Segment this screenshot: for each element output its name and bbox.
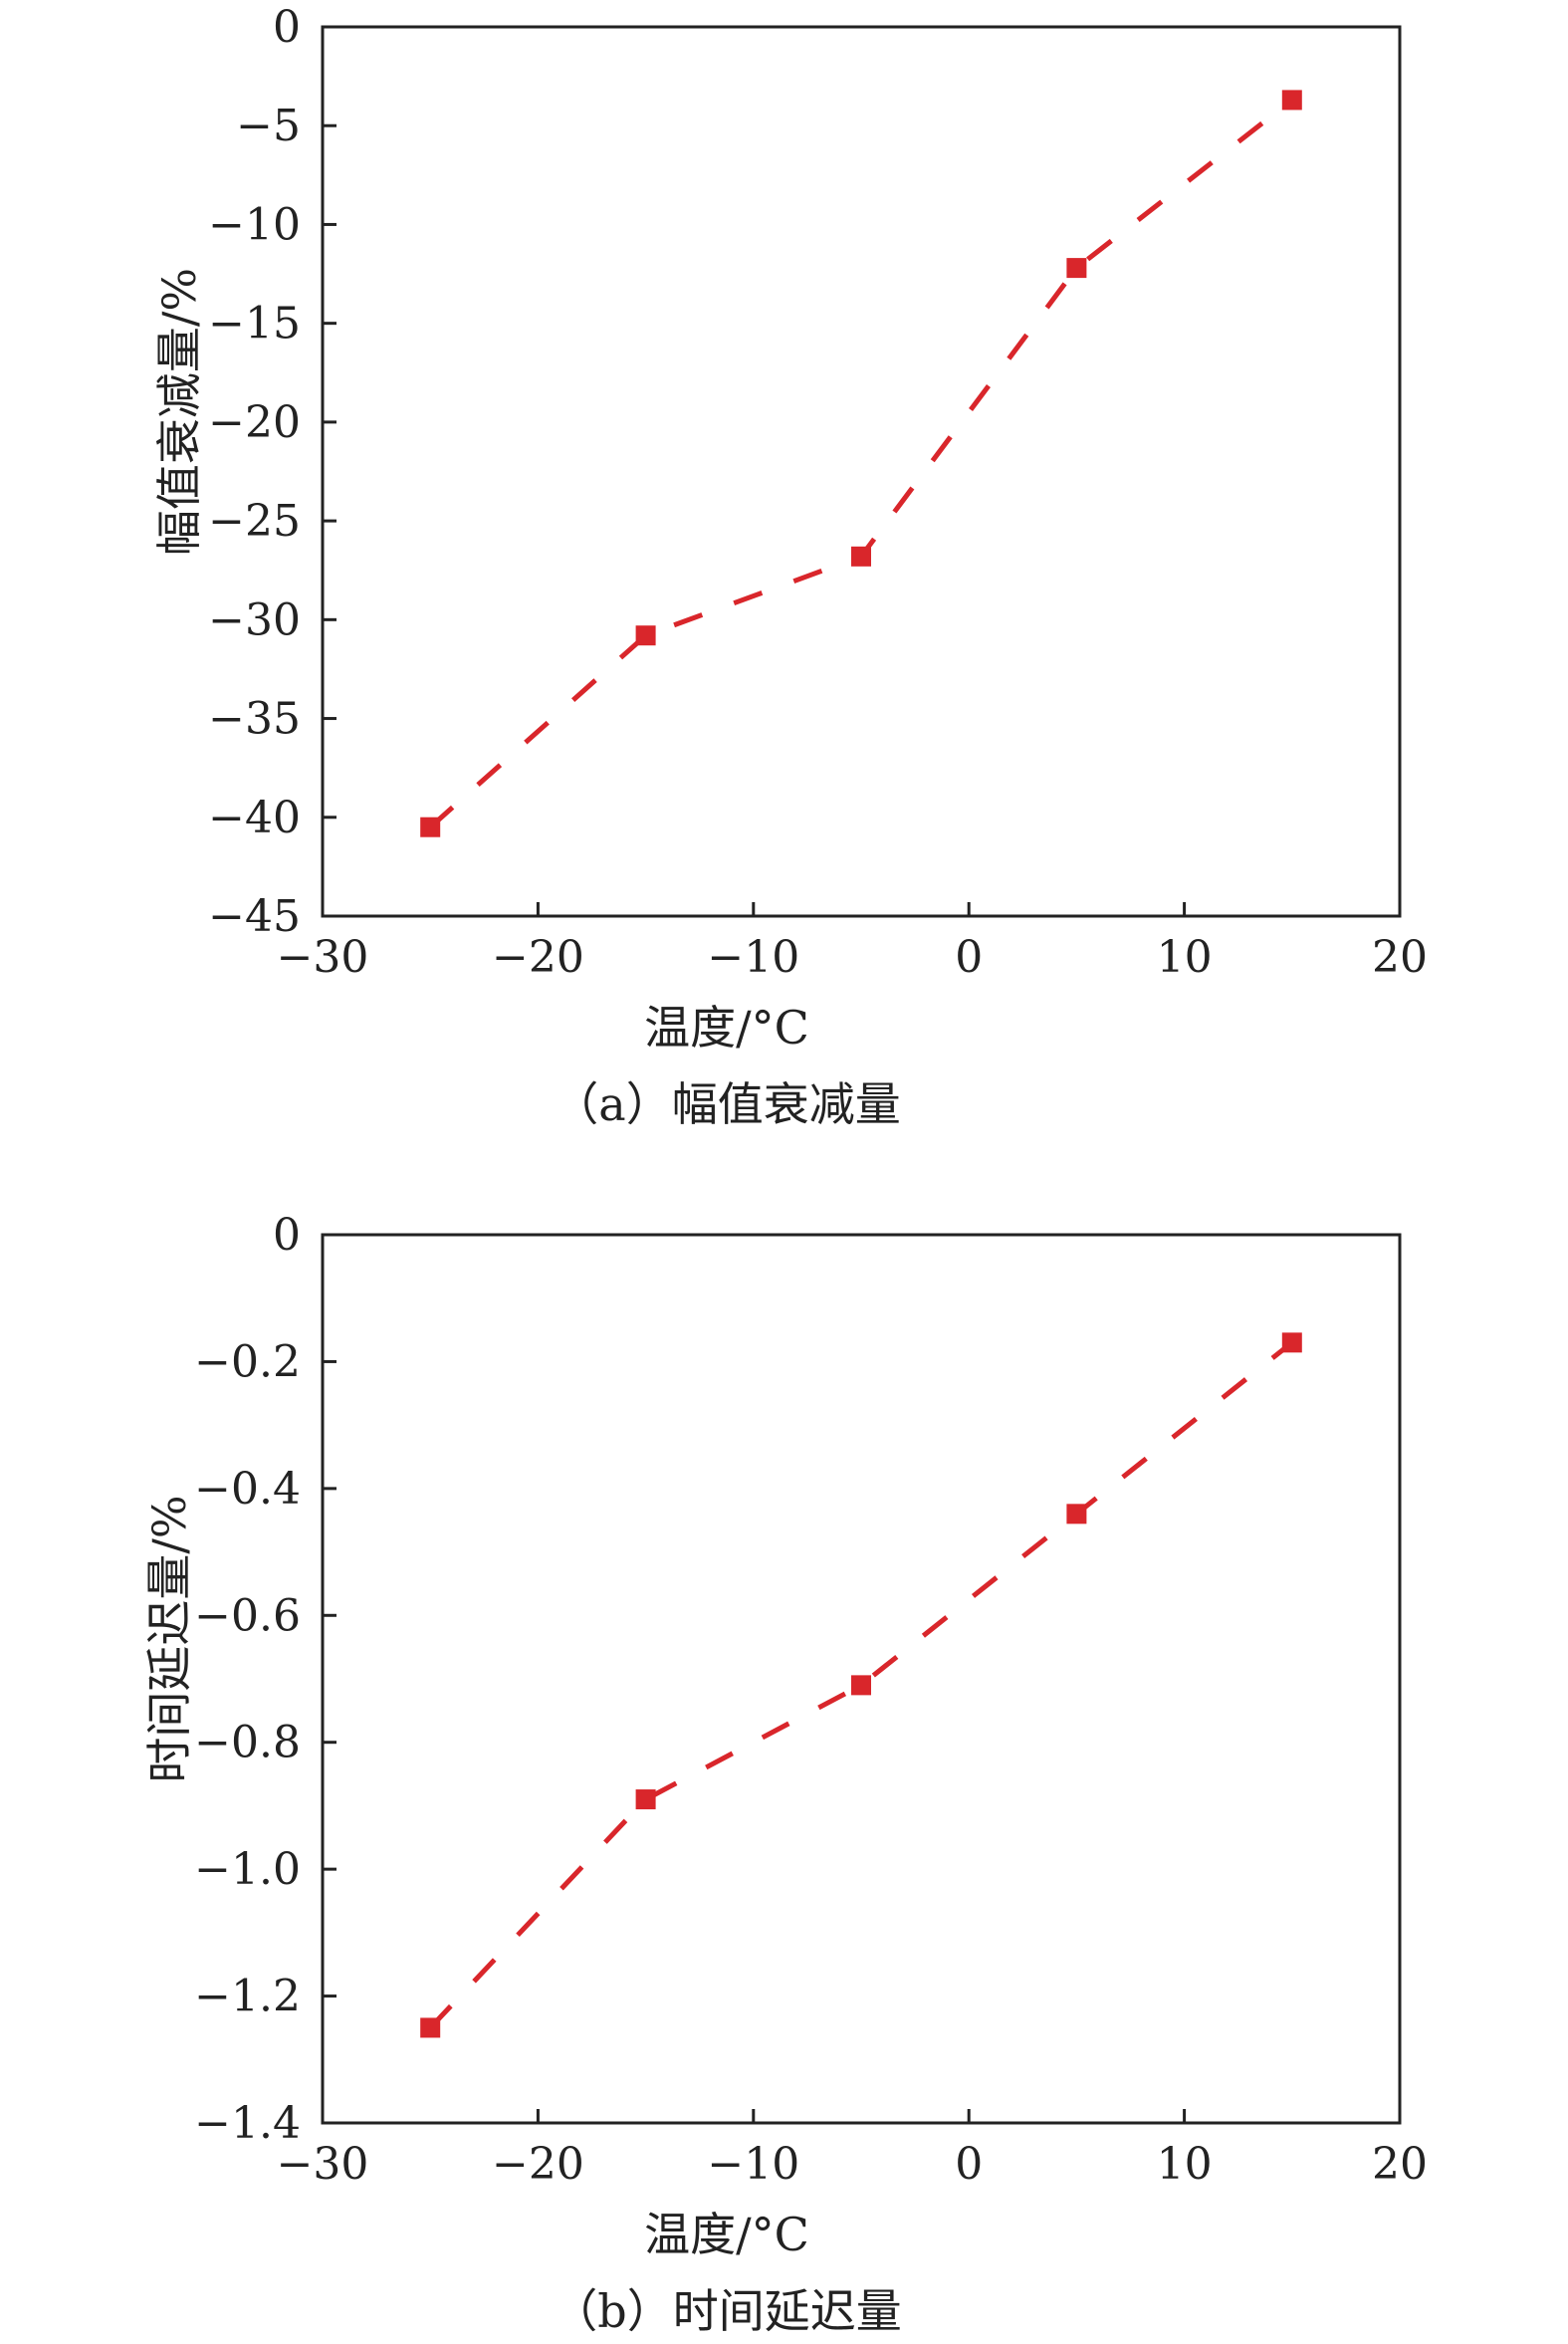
x-tick-label: −10 (707, 932, 799, 983)
y-tick-label: −15 (208, 299, 301, 350)
x-tick-label: 20 (1372, 2139, 1428, 2190)
caption: （b）时间延迟量 (552, 2284, 901, 2338)
y-tick-label: −1.2 (194, 1972, 301, 2022)
data-point (635, 1789, 656, 1810)
data-point (420, 817, 441, 837)
y-tick-label: 0 (273, 2, 301, 53)
caption: （a）幅值衰减量 (553, 1077, 900, 1131)
y-tick-label: −5 (236, 101, 301, 151)
x-tick-label: 10 (1157, 2139, 1213, 2190)
y-tick-label: −25 (208, 496, 301, 547)
x-tick-label: −20 (492, 2139, 584, 2190)
y-tick-label: −1.0 (194, 1844, 301, 1895)
x-tick-label: 0 (955, 932, 983, 983)
chart-b: −30 −20 −10 0 10 20 0 −0.2 −0.4 −0.6 −0.8 −1.0 −1.2 −… (142, 1210, 1428, 2338)
plot-frame (321, 25, 1402, 918)
y-tick-label: −1.4 (194, 2098, 301, 2149)
data-point (851, 546, 871, 567)
plot-frame (321, 1233, 1402, 2125)
x-tick-label: 0 (955, 2139, 983, 2190)
data-point (1281, 1332, 1302, 1353)
x-tick-label: −20 (492, 932, 584, 983)
x-tick-label: 10 (1157, 932, 1213, 983)
y-tick-label: −30 (208, 594, 301, 645)
x-tick-label: −30 (277, 2139, 369, 2190)
y-tick-label: −0.4 (194, 1464, 301, 1515)
y-tick-label: −40 (208, 793, 301, 843)
x-tick-label: −30 (277, 932, 369, 983)
series-line (428, 98, 1294, 829)
y-axis-label: 幅值衰减量/% (152, 268, 206, 556)
y-tick-label: −45 (208, 891, 301, 942)
data-point (1066, 1504, 1087, 1524)
y-tick-label: −20 (208, 397, 301, 448)
x-tick-label: 20 (1372, 932, 1428, 983)
data-point (1066, 258, 1087, 279)
y-axis-label: 时间延迟量/% (142, 1495, 196, 1782)
x-tick-label: −10 (707, 2139, 799, 2190)
y-tick-label: −0.6 (194, 1590, 301, 1641)
chart-a: −30 −20 −10 0 10 20 0 −5 −10 −15 −20 −25 −30 −35 −40 −4… (152, 2, 1428, 1131)
y-tick-label: −0.8 (194, 1718, 301, 1768)
data-point (420, 2017, 441, 2038)
y-tick-label: −10 (208, 199, 301, 250)
series-line (428, 1340, 1294, 2030)
data-point (635, 625, 656, 646)
data-point (1281, 90, 1302, 111)
x-axis-label: 温度/°C (644, 1001, 809, 1055)
y-tick-label: −35 (208, 694, 301, 745)
y-tick-label: 0 (273, 1210, 301, 1261)
x-axis-label: 温度/°C (644, 2208, 809, 2261)
data-point (851, 1675, 871, 1696)
y-tick-label: −0.2 (194, 1336, 301, 1387)
